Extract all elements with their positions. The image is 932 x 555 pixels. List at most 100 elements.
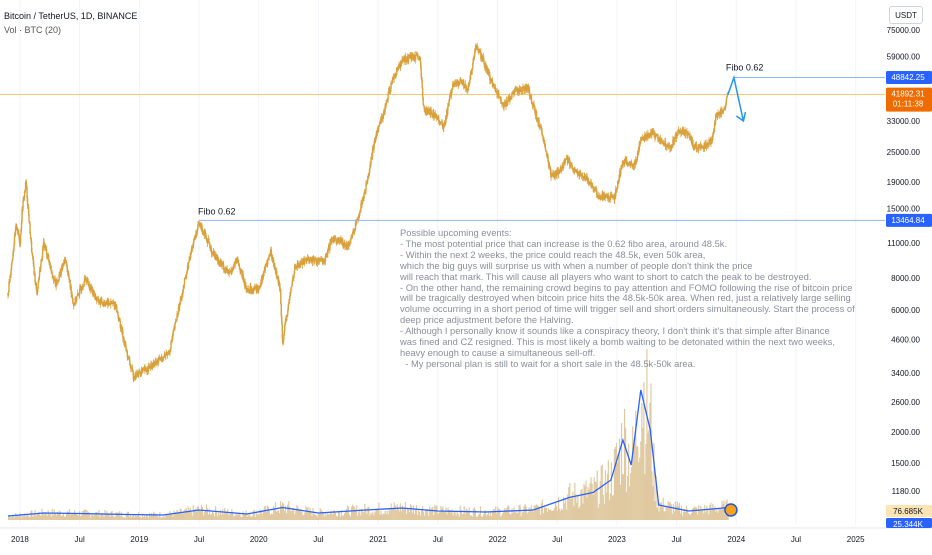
candle-body bbox=[488, 71, 491, 75]
candle-body bbox=[716, 115, 719, 117]
volume-bar bbox=[719, 509, 721, 520]
time-tick-label: Jul bbox=[194, 535, 204, 544]
volume-bar bbox=[51, 508, 53, 520]
volume-bar bbox=[590, 477, 592, 520]
candle-body bbox=[533, 103, 535, 108]
candle-body bbox=[605, 197, 607, 199]
candle-body bbox=[593, 188, 595, 192]
volume-bar bbox=[192, 505, 194, 520]
candle-body bbox=[123, 338, 125, 343]
volume-bar bbox=[37, 512, 39, 520]
candle-body bbox=[292, 277, 294, 281]
volume-bar bbox=[513, 506, 515, 520]
candle-body bbox=[675, 134, 677, 135]
volume-bar bbox=[557, 510, 559, 520]
volume-bar bbox=[74, 513, 77, 520]
candle-body bbox=[549, 167, 552, 175]
candle-body bbox=[491, 80, 494, 84]
volume-bar bbox=[352, 504, 354, 520]
volume-bar bbox=[717, 512, 719, 520]
volume-bar bbox=[380, 510, 382, 520]
candle-body bbox=[450, 89, 452, 97]
time-tick-label: 2021 bbox=[369, 535, 387, 544]
candle-body bbox=[570, 162, 573, 166]
volume-bar bbox=[533, 505, 535, 520]
volume-bar bbox=[665, 505, 667, 520]
volume-bar bbox=[9, 515, 11, 520]
candle-body bbox=[110, 300, 112, 304]
candle-body bbox=[231, 270, 233, 273]
candle-body bbox=[290, 287, 293, 289]
volume-bar bbox=[91, 514, 93, 520]
volume-bar bbox=[276, 510, 279, 520]
volume-bar bbox=[526, 513, 528, 520]
candle-body bbox=[412, 57, 414, 59]
volume-bar bbox=[34, 510, 36, 520]
candle-body bbox=[500, 96, 502, 104]
candle-body bbox=[163, 356, 165, 358]
candle-body bbox=[9, 275, 12, 277]
candle-body bbox=[226, 271, 229, 273]
volume-bar bbox=[89, 512, 91, 520]
candle-body bbox=[598, 196, 600, 198]
volume-bar bbox=[122, 517, 124, 520]
candle-body bbox=[374, 137, 377, 141]
volume-bar bbox=[291, 510, 293, 520]
candle-body bbox=[536, 118, 538, 120]
volume-bar bbox=[218, 512, 220, 520]
candle-body bbox=[186, 265, 189, 272]
candle-body bbox=[77, 293, 79, 296]
volume-bar bbox=[155, 513, 157, 520]
candle-body bbox=[264, 265, 266, 271]
candle-body bbox=[58, 274, 61, 275]
volume-bar bbox=[257, 513, 259, 520]
volume-bar bbox=[504, 507, 506, 520]
volume-bar bbox=[489, 515, 491, 520]
volume-bar bbox=[260, 511, 262, 520]
volume-bar bbox=[566, 509, 568, 520]
volume-bar bbox=[308, 511, 310, 520]
volume-bar bbox=[429, 506, 431, 520]
volume-bar bbox=[693, 507, 695, 520]
volume-bar bbox=[30, 510, 32, 520]
volume-bar bbox=[196, 506, 198, 520]
volume-bar bbox=[318, 514, 320, 520]
candle-body bbox=[540, 126, 542, 128]
volume-bar bbox=[652, 486, 654, 520]
candle-body bbox=[221, 263, 224, 264]
candle-body bbox=[679, 131, 681, 134]
candle-body bbox=[85, 277, 87, 280]
candle-body bbox=[716, 113, 718, 117]
candle-body bbox=[340, 239, 342, 243]
candle-body bbox=[18, 235, 20, 239]
volume-bar bbox=[57, 513, 59, 520]
candle-body bbox=[692, 146, 695, 149]
candle-body bbox=[280, 289, 282, 304]
volume-bar bbox=[29, 517, 31, 520]
volume-bar bbox=[642, 427, 644, 520]
volume-bar bbox=[68, 509, 71, 520]
candle-body bbox=[380, 116, 383, 124]
candle-body bbox=[157, 358, 160, 362]
candle-body bbox=[723, 108, 725, 110]
volume-bar bbox=[570, 499, 572, 520]
time-tick-label: Jul bbox=[313, 535, 323, 544]
volume-bar bbox=[104, 509, 106, 520]
volume-bar bbox=[420, 515, 422, 520]
volume-bar bbox=[618, 438, 621, 520]
candle-body bbox=[379, 121, 381, 125]
volume-indicator-label[interactable]: Vol · BTC (20) bbox=[4, 25, 62, 35]
candle-body bbox=[410, 53, 413, 60]
candle-body bbox=[359, 209, 362, 212]
volume-bar bbox=[202, 515, 205, 520]
candle-body bbox=[638, 149, 640, 152]
currency-button[interactable]: USDT bbox=[889, 6, 923, 24]
volume-bar bbox=[417, 510, 420, 520]
volume-bar bbox=[31, 510, 33, 520]
volume-bar bbox=[564, 503, 566, 520]
volume-bars bbox=[8, 349, 729, 520]
volume-bar bbox=[664, 511, 666, 520]
volume-bar bbox=[370, 512, 372, 520]
volume-bar bbox=[573, 506, 575, 520]
